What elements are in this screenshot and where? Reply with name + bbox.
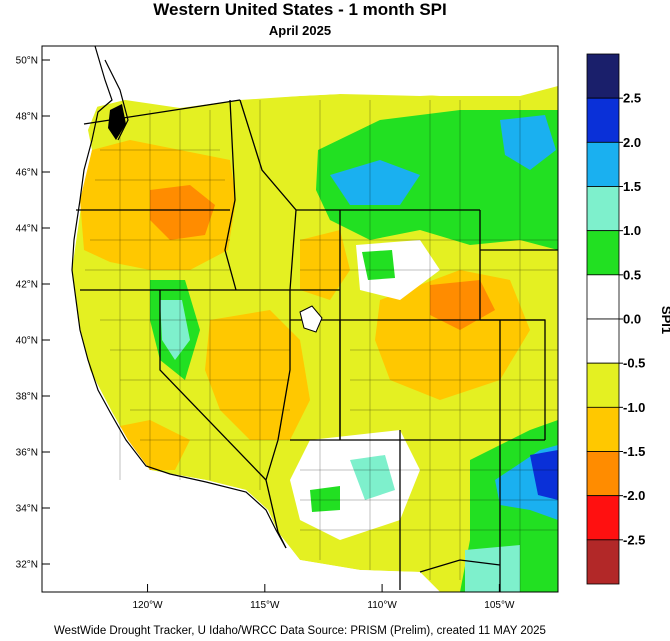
colorbar-label: -1.0 xyxy=(623,400,645,415)
spi-region-arizona-wet xyxy=(350,455,395,500)
colorbar-box xyxy=(586,539,620,585)
spi-region-sierra-wet xyxy=(160,300,190,360)
map-subtitle: April 2025 xyxy=(268,23,332,38)
lat-tick-label: 42°N xyxy=(16,280,38,291)
county-borders xyxy=(85,100,558,592)
spi-fill-layer xyxy=(42,46,558,592)
colorbar-box xyxy=(586,318,620,364)
spi-region-arizona-green xyxy=(310,486,340,512)
colorbar-label: 2.0 xyxy=(623,135,641,150)
colorbar-box xyxy=(586,230,620,276)
spi-region-oregon-core xyxy=(150,185,215,240)
colorbar: 2.5 2.0 1.5 1.0 0.5 0.0 -0.5 -1.0 -1.5 -2.0 -2.5 S… xyxy=(586,53,670,585)
lon-tick-label: 115°W xyxy=(250,600,280,611)
lat-tick-label: 38°N xyxy=(16,392,38,403)
colorbar-axis-label: SPI1 xyxy=(659,306,670,334)
footer-credit: WestWide Drought Tracker, U Idaho/WRCC D… xyxy=(54,625,546,637)
spi-region-arizona xyxy=(290,430,420,540)
lon-ticks: 120°W 115°W 110°W 105°W xyxy=(132,584,515,611)
colorbar-label: 0.5 xyxy=(623,267,641,282)
spi-region-sw-texas xyxy=(465,545,520,592)
lon-tick-label: 110°W xyxy=(367,600,397,611)
colorbar-box xyxy=(586,97,620,143)
colorbar-boxes xyxy=(586,53,620,585)
ocean-mask xyxy=(42,46,440,592)
spi-region-montana xyxy=(316,110,558,250)
lat-tick-label: 36°N xyxy=(16,448,38,459)
spi-region-wyoming-green xyxy=(362,250,395,280)
colorbar-box xyxy=(586,406,620,452)
colorbar-label: 2.5 xyxy=(623,91,641,106)
colorbar-labels: 2.5 2.0 1.5 1.0 0.5 0.0 -0.5 -1.0 -1.5 -2.0 -2.5 xyxy=(619,91,645,547)
map-title: Western United States - 1 month SPI xyxy=(153,0,447,19)
lat-ticks: 50°N 48°N 46°N 44°N 42°N 40°N 38°N 36°N 34°N 32°N xyxy=(16,56,50,571)
lat-tick-label: 44°N xyxy=(16,224,38,235)
colorbar-box xyxy=(586,186,620,232)
spi-region-colorado-core xyxy=(430,280,495,330)
lon-tick-label: 120°W xyxy=(132,600,163,611)
coastline xyxy=(71,46,287,549)
colorbar-label: 1.5 xyxy=(623,179,641,194)
colorbar-label: -1.5 xyxy=(623,444,645,459)
spi-region-east-very-wet xyxy=(530,450,558,500)
lat-tick-label: 40°N xyxy=(16,336,38,347)
colorbar-box xyxy=(586,362,620,408)
lon-tick-label: 105°W xyxy=(484,600,515,611)
colorbar-box xyxy=(586,274,620,320)
colorbar-label: -0.5 xyxy=(623,356,645,371)
lat-tick-label: 48°N xyxy=(16,112,38,123)
colorbar-box xyxy=(586,141,620,187)
colorbar-label: -2.0 xyxy=(623,488,645,503)
colorbar-label: -2.5 xyxy=(623,532,645,547)
canada-mask xyxy=(42,46,558,104)
spi-region-ne-wet xyxy=(500,115,556,170)
colorbar-label: 1.0 xyxy=(623,223,641,238)
spi-region-idaho xyxy=(300,230,350,300)
great-salt-lake xyxy=(299,305,323,333)
colorbar-box xyxy=(586,495,620,541)
lat-tick-label: 46°N xyxy=(16,168,38,179)
colorbar-box xyxy=(586,53,620,99)
lat-tick-label: 34°N xyxy=(16,504,38,515)
puget-sound xyxy=(108,104,126,140)
colorbar-label: 0.0 xyxy=(623,312,641,327)
map-area: 50°N 48°N 46°N 44°N 42°N 40°N 38°N 36°N 34°N 32°N… xyxy=(16,45,559,611)
map-frame xyxy=(41,45,559,593)
colorbar-box xyxy=(586,451,620,497)
lat-tick-label: 32°N xyxy=(16,560,38,571)
lat-tick-label: 50°N xyxy=(16,56,38,67)
spi-region-montana-wet xyxy=(330,160,420,205)
